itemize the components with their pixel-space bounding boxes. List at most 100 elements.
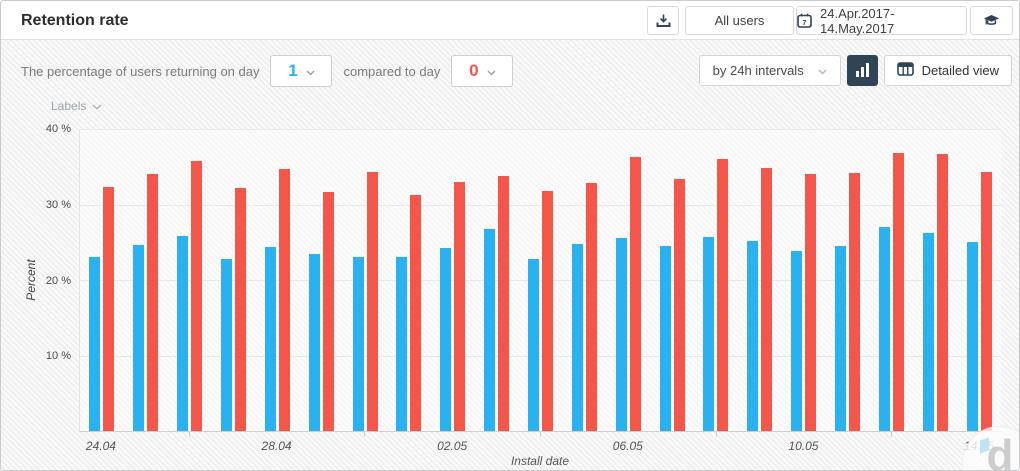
bar-day-1[interactable] <box>528 258 540 431</box>
download-button[interactable] <box>647 6 679 35</box>
bar-group <box>475 129 519 431</box>
view-controls: by 24h intervals Detailed view <box>698 55 1012 86</box>
download-icon <box>656 13 671 28</box>
bar-day-1[interactable] <box>396 257 408 431</box>
y-tick-label: 40 % <box>45 123 71 135</box>
date-range-button[interactable]: 7 24.Apr.2017-14.May.2017 <box>796 6 967 36</box>
bar-day-0[interactable] <box>542 190 554 431</box>
bar-day-0[interactable] <box>717 159 729 431</box>
bar-day-0[interactable] <box>498 175 510 431</box>
x-tick-label: 10.05 <box>788 439 819 453</box>
bar-group <box>212 129 256 431</box>
detailed-view-label: Detailed view <box>921 63 999 78</box>
graduation-cap-icon <box>983 13 1000 28</box>
bar-day-0[interactable] <box>892 153 904 431</box>
bar-day-1[interactable] <box>221 258 232 431</box>
bar-group <box>168 129 212 431</box>
bar-day-0[interactable] <box>761 167 773 431</box>
x-axis-tick <box>364 432 366 437</box>
bar-day-0[interactable] <box>585 182 597 431</box>
academy-button[interactable] <box>970 6 1013 35</box>
bar-day-0[interactable] <box>322 191 334 431</box>
bar-day-1[interactable] <box>133 244 145 431</box>
chevron-down-icon <box>818 63 827 78</box>
x-tick-label: 24.04 <box>85 439 116 453</box>
bar-day-0[interactable] <box>191 161 203 431</box>
bar-group <box>431 129 475 431</box>
all-users-button[interactable]: All users <box>685 6 794 35</box>
bar-day-0[interactable] <box>410 194 422 431</box>
bar-day-0[interactable] <box>936 153 948 431</box>
bar-group <box>343 129 387 431</box>
bar-group <box>606 129 650 431</box>
x-tick-label: 06.05 <box>612 439 643 453</box>
bar-day-0[interactable] <box>849 172 861 431</box>
bar-day-0[interactable] <box>673 178 685 431</box>
header-bar: Retention rate All users 7 24.A <box>1 1 1019 40</box>
chevron-down-icon <box>92 99 102 113</box>
description-prefix: The percentage of users returning on day <box>21 63 260 79</box>
devtodev-logo: d <box>962 426 1019 471</box>
bar-day-1[interactable] <box>659 246 671 431</box>
x-axis-tick <box>715 432 717 437</box>
bar-group <box>80 129 124 431</box>
y-axis-tick-labels: 40 % 30 % 20 % 10 % <box>1 123 71 432</box>
y-tick-label: 30 % <box>45 198 71 211</box>
description-middle: compared to day <box>343 63 441 79</box>
bar-group <box>519 129 563 431</box>
bar-day-1[interactable] <box>352 256 364 431</box>
bar-group <box>782 129 826 431</box>
bar-day-0[interactable] <box>980 172 992 431</box>
bar-day-1[interactable] <box>484 228 496 431</box>
labels-toggle[interactable]: Labels <box>51 99 102 113</box>
bar-day-1[interactable] <box>747 240 759 431</box>
bar-group <box>299 129 343 431</box>
bar-day-1[interactable] <box>177 236 189 431</box>
day-compare-value: 0 <box>469 61 479 80</box>
bar-day-0[interactable] <box>103 187 115 431</box>
bar-day-0[interactable] <box>629 156 641 431</box>
bar-day-1[interactable] <box>835 246 847 431</box>
bar-day-1[interactable] <box>89 256 101 431</box>
bar-day-1[interactable] <box>571 243 583 431</box>
bar-day-1[interactable] <box>703 236 715 431</box>
day-primary-select[interactable]: 1 <box>270 55 333 87</box>
bar-group <box>562 129 606 431</box>
bar-day-1[interactable] <box>440 247 452 431</box>
x-axis-title: Install date <box>510 454 570 468</box>
bar-day-1[interactable] <box>308 254 320 431</box>
bar-day-1[interactable] <box>791 250 803 431</box>
logo-letter: d <box>986 431 1014 471</box>
bar-day-0[interactable] <box>147 173 159 431</box>
x-axis-tick <box>891 432 893 437</box>
bar-day-0[interactable] <box>454 181 466 431</box>
day-compare-select[interactable]: 0 <box>451 55 514 87</box>
calendar-icon: 7 <box>797 13 812 28</box>
bar-group <box>387 129 431 431</box>
bar-day-0[interactable] <box>805 174 817 431</box>
y-tick-label: 10 % <box>45 350 71 363</box>
bar-day-1[interactable] <box>615 237 627 431</box>
bar-day-0[interactable] <box>366 172 378 431</box>
bar-group <box>869 129 913 431</box>
bar-group <box>913 129 957 431</box>
bar-day-0[interactable] <box>278 169 290 431</box>
bar-group <box>738 129 782 431</box>
interval-select[interactable]: by 24h intervals <box>698 55 841 86</box>
bar-day-1[interactable] <box>966 241 978 431</box>
table-icon <box>896 62 914 79</box>
bar-day-0[interactable] <box>235 187 246 431</box>
detailed-view-button[interactable]: Detailed view <box>883 55 1012 86</box>
x-axis-tick <box>188 432 190 437</box>
bar-day-1[interactable] <box>878 227 890 431</box>
bar-day-1[interactable] <box>922 233 934 431</box>
bar-day-1[interactable] <box>264 246 276 431</box>
chart-view-button[interactable] <box>846 55 878 86</box>
chevron-down-icon <box>306 61 315 81</box>
x-axis-ticks <box>79 432 1001 437</box>
labels-toggle-label: Labels <box>51 99 87 113</box>
chevron-down-icon <box>487 61 496 81</box>
day-primary-value: 1 <box>288 61 298 80</box>
retention-day-controls: The percentage of users returning on day… <box>21 55 514 87</box>
bar-group <box>650 129 694 431</box>
